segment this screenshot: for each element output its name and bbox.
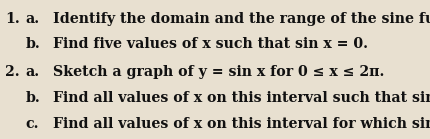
Text: a.: a. — [26, 12, 40, 26]
Text: b.: b. — [26, 91, 40, 105]
Text: Sketch a graph of y = sin x for 0 ≤ x ≤ 2π.: Sketch a graph of y = sin x for 0 ≤ x ≤ … — [52, 65, 383, 79]
Text: c.: c. — [26, 117, 39, 131]
Text: Find five values of x such that sin x = 0.: Find five values of x such that sin x = … — [52, 38, 367, 51]
Text: a.: a. — [26, 65, 40, 79]
Text: Find all values of x on this interval such that sin x = 1: Find all values of x on this interval su… — [52, 91, 430, 105]
Text: 2.: 2. — [5, 65, 20, 79]
Text: Identify the domain and the range of the sine function: Identify the domain and the range of the… — [52, 12, 430, 26]
Text: b.: b. — [26, 38, 40, 51]
Text: Find all values of x on this interval for which sin x = 0: Find all values of x on this interval fo… — [52, 117, 430, 131]
Text: 1.: 1. — [5, 12, 20, 26]
